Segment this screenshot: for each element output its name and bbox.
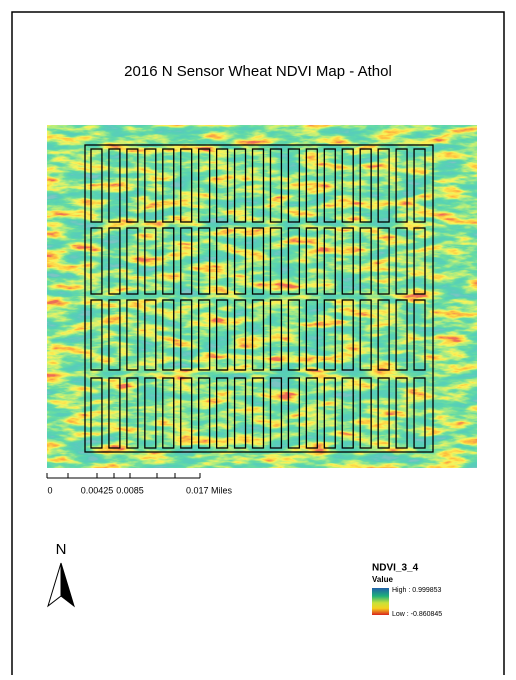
plot xyxy=(341,227,354,295)
plot xyxy=(287,227,301,295)
plot xyxy=(108,299,121,371)
plot xyxy=(305,299,318,371)
plot xyxy=(287,377,301,449)
plot xyxy=(341,377,354,449)
plot xyxy=(144,148,157,223)
plot xyxy=(90,148,103,223)
plot xyxy=(395,227,408,295)
plot xyxy=(395,299,408,371)
plot xyxy=(305,227,318,295)
plot xyxy=(126,377,139,449)
plot xyxy=(323,227,336,295)
plot xyxy=(215,377,229,449)
plot xyxy=(305,377,318,449)
page-frame xyxy=(11,11,505,680)
plot xyxy=(126,148,139,223)
plot xyxy=(377,148,390,223)
plot xyxy=(233,377,247,449)
plot xyxy=(269,299,283,371)
plot xyxy=(90,299,103,371)
plot xyxy=(251,299,265,371)
scale-label: 0.0085 xyxy=(116,485,144,495)
legend-ramp xyxy=(372,588,389,615)
plot xyxy=(126,299,139,371)
plot xyxy=(359,377,372,449)
plot xyxy=(377,377,390,449)
plot xyxy=(323,299,336,371)
plot xyxy=(233,148,247,223)
legend-title: NDVI_3_4 xyxy=(372,563,419,574)
plot xyxy=(180,148,193,223)
plot xyxy=(162,148,175,223)
plot xyxy=(144,377,157,449)
plot xyxy=(413,227,426,295)
plot xyxy=(287,148,301,223)
plot xyxy=(198,227,211,295)
plot xyxy=(377,299,390,371)
scale-bar xyxy=(46,473,201,479)
plot xyxy=(341,299,354,371)
plot xyxy=(144,227,157,295)
map-title: 2016 N Sensor Wheat NDVI Map - Athol xyxy=(124,63,392,80)
plot-boundaries xyxy=(84,144,434,453)
scale-label: 0 xyxy=(47,485,52,495)
plot xyxy=(144,299,157,371)
plot xyxy=(359,299,372,371)
plot xyxy=(269,377,283,449)
plot xyxy=(180,299,193,371)
plot xyxy=(323,377,336,449)
plot xyxy=(215,148,229,223)
plot xyxy=(269,227,283,295)
plot xyxy=(251,148,265,223)
plot xyxy=(305,148,318,223)
plot xyxy=(395,377,408,449)
legend-low: Low : -0.860845 xyxy=(392,611,442,618)
plot xyxy=(90,227,103,295)
plot xyxy=(341,148,354,223)
plot xyxy=(413,148,426,223)
plot xyxy=(269,148,283,223)
legend-subtitle: Value xyxy=(372,575,393,584)
plot xyxy=(233,227,247,295)
plot xyxy=(180,377,193,449)
scale-label: 0.00425 xyxy=(81,485,114,495)
plot xyxy=(126,227,139,295)
ndvi-raster xyxy=(47,125,477,468)
north-label: N xyxy=(56,541,67,558)
plot xyxy=(108,377,121,449)
plot xyxy=(108,148,121,223)
plot xyxy=(198,377,211,449)
plot xyxy=(251,227,265,295)
plot xyxy=(108,227,121,295)
plot xyxy=(162,227,175,295)
plot xyxy=(251,377,265,449)
plot xyxy=(215,299,229,371)
scale-label: 0.017 Miles xyxy=(186,485,233,495)
north-arrow-right xyxy=(60,562,75,608)
plot xyxy=(287,299,301,371)
plot xyxy=(359,227,372,295)
plot xyxy=(377,227,390,295)
field-boundary xyxy=(84,144,434,453)
plot xyxy=(413,299,426,371)
plot xyxy=(395,148,408,223)
plot xyxy=(413,377,426,449)
plot xyxy=(162,377,175,449)
plot xyxy=(359,148,372,223)
plot xyxy=(198,299,211,371)
plot xyxy=(180,227,193,295)
plot xyxy=(90,377,103,449)
plot xyxy=(198,148,211,223)
plot xyxy=(215,227,229,295)
north-arrow-left xyxy=(47,562,62,608)
plot xyxy=(162,299,175,371)
legend-high: High : 0.999853 xyxy=(392,587,442,594)
plot xyxy=(233,299,247,371)
plot xyxy=(323,148,336,223)
